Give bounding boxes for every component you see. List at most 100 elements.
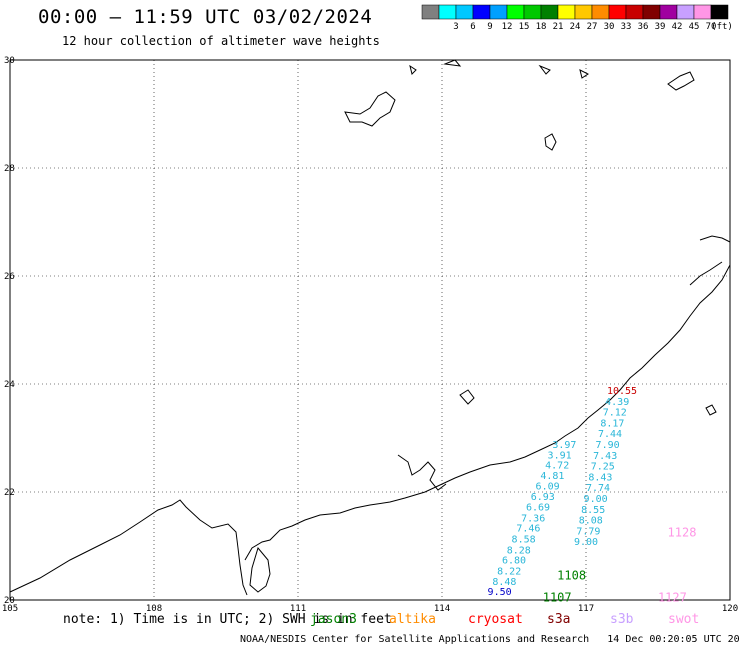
wave-height-observation: 9.00 [584,494,608,505]
wave-height-observation: 6.69 [526,503,550,514]
wave-height-observation: 3.97 [552,440,576,451]
pass-labels: 1108 1107 1128 1127 [543,526,697,605]
mission-legend-item: s3b [610,612,634,627]
color-scale-tick-label: 18 [536,22,547,32]
color-scale-tick-label: 36 [638,22,649,32]
page-subtitle: 12 hour collection of altimeter wave hei… [62,34,380,48]
color-scale-swatch [472,4,491,20]
wave-height-observation: 3.91 [548,450,572,461]
color-scale-swatch [676,4,695,20]
wave-height-observation: 6.93 [531,492,555,503]
color-scale-tick-label: 33 [621,22,632,32]
wave-height-observation: 8.55 [581,505,605,516]
color-scale-swatch [574,4,593,20]
footer-credit: NOAA/NESDIS Center for Satellite Applica… [240,634,740,645]
wave-height-observation: 7.12 [603,408,627,419]
wave-height-observation: 7.43 [593,451,617,462]
wave-height-observation: 8.28 [507,545,531,556]
mission-legend-item: s3a [547,612,571,627]
color-scale-tick-label: 70 [706,22,717,32]
wave-height-observation: 10.55 [607,386,637,397]
pass-number-label: 1107 [543,590,572,604]
lon-axis-label: 108 [146,604,162,614]
wave-height-observation: 9.00 [574,537,598,548]
color-scale-tick-label: 21 [553,22,564,32]
mission-legend-item: swot [668,612,700,627]
island-north-1 [344,91,396,127]
color-scale-tick-label: 39 [655,22,666,32]
wave-height-observation: 8.58 [512,535,536,546]
lon-axis-label: 114 [434,604,450,614]
color-scale-tick-label: 27 [587,22,598,32]
coastline-mainland [9,264,731,596]
wave-height-observation: 8.22 [497,566,521,577]
color-scale-swatch [608,4,627,20]
color-scale-swatch [642,4,661,20]
lon-axis-label: 117 [578,604,594,614]
color-scale-swatch [455,4,474,20]
color-scale-swatch [438,4,457,20]
wave-height-observation: 4.72 [545,461,569,472]
wave-height-observation: 7.90 [596,440,620,451]
pass-number-label: 1128 [668,526,697,540]
lon-axis-label: 111 [290,604,306,614]
lat-axis-label: 24 [4,380,15,390]
lat-axis-label: 26 [4,272,15,282]
color-scale-swatch [625,4,644,20]
wave-height-observation: 7.46 [516,524,540,535]
mission-legend-item: jason3 [310,612,357,627]
lat-axis-label: 20 [4,596,15,606]
wave-height-observation: 8.48 [492,577,516,588]
color-scale-swatch [557,4,576,20]
color-scale-tick-label: 9 [487,22,492,32]
coastline-peninsula [249,546,271,593]
color-scale-swatch [523,4,542,20]
color-scale-tick-label: 30 [604,22,615,32]
color-scale-swatch [540,4,559,20]
lon-axis-label: 105 [2,604,18,614]
footer-note: note: 1) Time is in UTC; 2) SWH is in fe… [63,612,392,627]
coastline-bay [397,454,447,491]
wave-height-observation: 6.09 [536,482,560,493]
color-scale-legend: 3 6 9 12 15 18 21 24 27 30 33 36 39 42 45 70(ft) [421,4,733,32]
color-scale-tick-label: 24 [570,22,581,32]
color-scale-swatch [506,4,525,20]
color-scale-tick-label: 45 [689,22,700,32]
wave-height-observation: 7.36 [521,513,545,524]
color-scale-swatch [710,4,729,20]
color-scale-swatch [489,4,508,20]
wave-height-observation: 7.44 [598,429,622,440]
wave-height-observation: 7.79 [576,526,600,537]
mission-legend-item: altika [389,612,436,627]
color-scale-swatch [591,4,610,20]
wave-height-observation: 7.25 [591,462,615,473]
lon-axis-label: 120 [722,604,738,614]
color-scale-tick-label: 6 [470,22,475,32]
wave-height-observation: 4.81 [540,471,564,482]
lat-axis-label: 22 [4,488,15,498]
color-scale-unit: (ft) [711,22,733,32]
wave-height-observation: 4.39 [605,397,629,408]
wave-height-observation: 7.74 [586,483,610,494]
coastline-northeast [689,235,731,286]
island-north-3 [409,59,589,79]
island-north-2 [667,71,695,91]
altimeter-tracks: 3.973.914.724.816.096.936.697.367.468.58… [488,386,638,598]
island-east [705,404,717,416]
color-scale-swatch [693,4,712,20]
wave-height-observation: 8.17 [600,418,624,429]
island-taiwan-strait [459,389,475,405]
color-scale-tick-label: 3 [453,22,458,32]
pass-number-label: 1108 [557,569,586,583]
mission-legend-item: cryosat [468,612,523,627]
map-frame [9,59,731,601]
color-scale-tick-label: 42 [672,22,683,32]
wave-height-observation: 9.50 [488,587,512,598]
lat-lon-grid: 105 108 111 114 117 120 20 22 24 26 28 30 [2,56,738,614]
wave-height-observation: 6.80 [502,556,526,567]
pass-number-label: 1127 [658,590,687,604]
wave-height-observation: 8.43 [588,472,612,483]
color-scale-swatch [659,4,678,20]
page-title: 00:00 – 11:59 UTC 03/02/2024 [38,6,373,28]
